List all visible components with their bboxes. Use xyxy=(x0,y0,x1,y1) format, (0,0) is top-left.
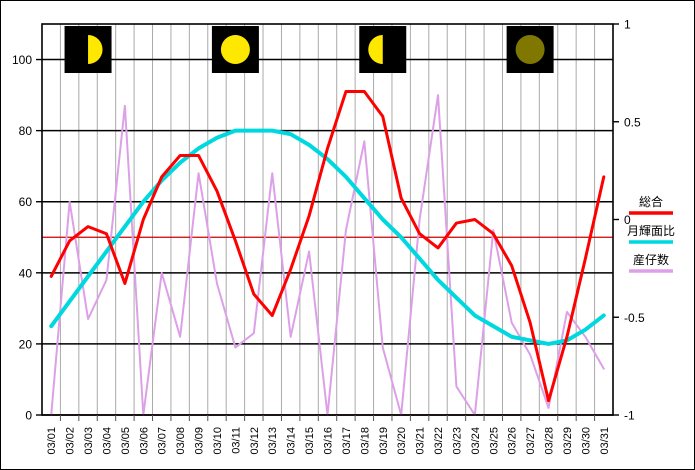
x-axis-tick-label: 03/05 xyxy=(120,427,132,455)
right-axis-tick-label: 1 xyxy=(624,18,631,32)
right-axis-tick-label: -0.5 xyxy=(624,311,645,325)
x-axis-tick-label: 03/06 xyxy=(138,427,150,455)
x-axis-tick-label: 03/30 xyxy=(580,427,592,455)
x-axis-tick-label: 03/24 xyxy=(470,427,482,455)
x-axis-tick-label: 03/21 xyxy=(415,427,427,455)
x-axis-tick-label: 03/18 xyxy=(359,427,371,455)
x-axis-tick-label: 03/28 xyxy=(544,427,556,455)
x-axis-tick-label: 03/14 xyxy=(286,427,298,455)
legend-label: 月輝面比 xyxy=(627,224,675,238)
left-axis-ticks: 0 20 40 60 80 100 xyxy=(12,53,42,423)
x-axis-tick-label: 03/20 xyxy=(396,427,408,455)
x-axis-tick-label: 03/17 xyxy=(341,427,353,455)
x-axis-tick-label: 03/19 xyxy=(378,427,390,455)
x-axis-tick-label: 03/02 xyxy=(65,427,77,455)
left-axis-tick-label: 20 xyxy=(19,337,33,351)
moon-phase-icons xyxy=(64,26,554,73)
x-axis-tick-label: 03/08 xyxy=(175,427,187,455)
x-axis-tick-label: 03/31 xyxy=(599,427,611,455)
last-quarter-moon xyxy=(359,26,407,73)
left-axis-tick-label: 80 xyxy=(19,124,33,138)
first-quarter-moon xyxy=(64,26,112,73)
x-axis-tick-label: 03/23 xyxy=(451,427,463,455)
x-axis-tick-label: 03/27 xyxy=(525,427,537,455)
full-moon xyxy=(211,26,259,73)
x-axis-tick-label: 03/03 xyxy=(83,427,95,455)
x-axis-tick-label: 03/04 xyxy=(101,427,113,455)
x-axis-tick-label: 03/26 xyxy=(507,427,519,455)
x-axis-tick-label: 03/29 xyxy=(562,427,574,455)
x-axis-tick-label: 03/13 xyxy=(267,427,279,455)
x-axis-tick-label: 03/09 xyxy=(194,427,206,455)
x-axis-ticks: 03/01 03/02 03/03 03/04 03/05 03/06 03/07 03/08… xyxy=(46,415,611,455)
x-axis-tick-label: 03/25 xyxy=(488,427,500,455)
left-axis-tick-label: 60 xyxy=(19,195,33,209)
x-axis-tick-label: 03/01 xyxy=(46,427,58,455)
right-axis-tick-label: -1 xyxy=(624,409,635,423)
x-axis-tick-label: 03/12 xyxy=(249,427,261,455)
right-axis-ticks: 1 0.5 0 -0.5 -1 xyxy=(613,18,645,423)
legend-label: 総合 xyxy=(639,194,663,209)
x-axis-tick-label: 03/16 xyxy=(323,427,335,455)
x-axis-tick-label: 03/10 xyxy=(212,427,224,455)
x-axis-tick-label: 03/11 xyxy=(230,427,242,454)
right-axis-tick-label: 0 xyxy=(624,213,631,227)
plot-area-background xyxy=(42,24,613,415)
legend-label: 産仔数 xyxy=(633,252,669,267)
left-axis-tick-label: 40 xyxy=(19,266,33,280)
right-axis-tick-label: 0.5 xyxy=(624,115,641,129)
left-axis-tick-label: 0 xyxy=(25,409,32,423)
new-moon xyxy=(506,26,554,73)
left-axis-tick-label: 100 xyxy=(12,53,32,67)
x-axis-tick-label: 03/15 xyxy=(304,427,316,455)
x-axis-tick-label: 03/07 xyxy=(157,427,169,455)
x-axis-tick-label: 03/22 xyxy=(433,427,445,455)
